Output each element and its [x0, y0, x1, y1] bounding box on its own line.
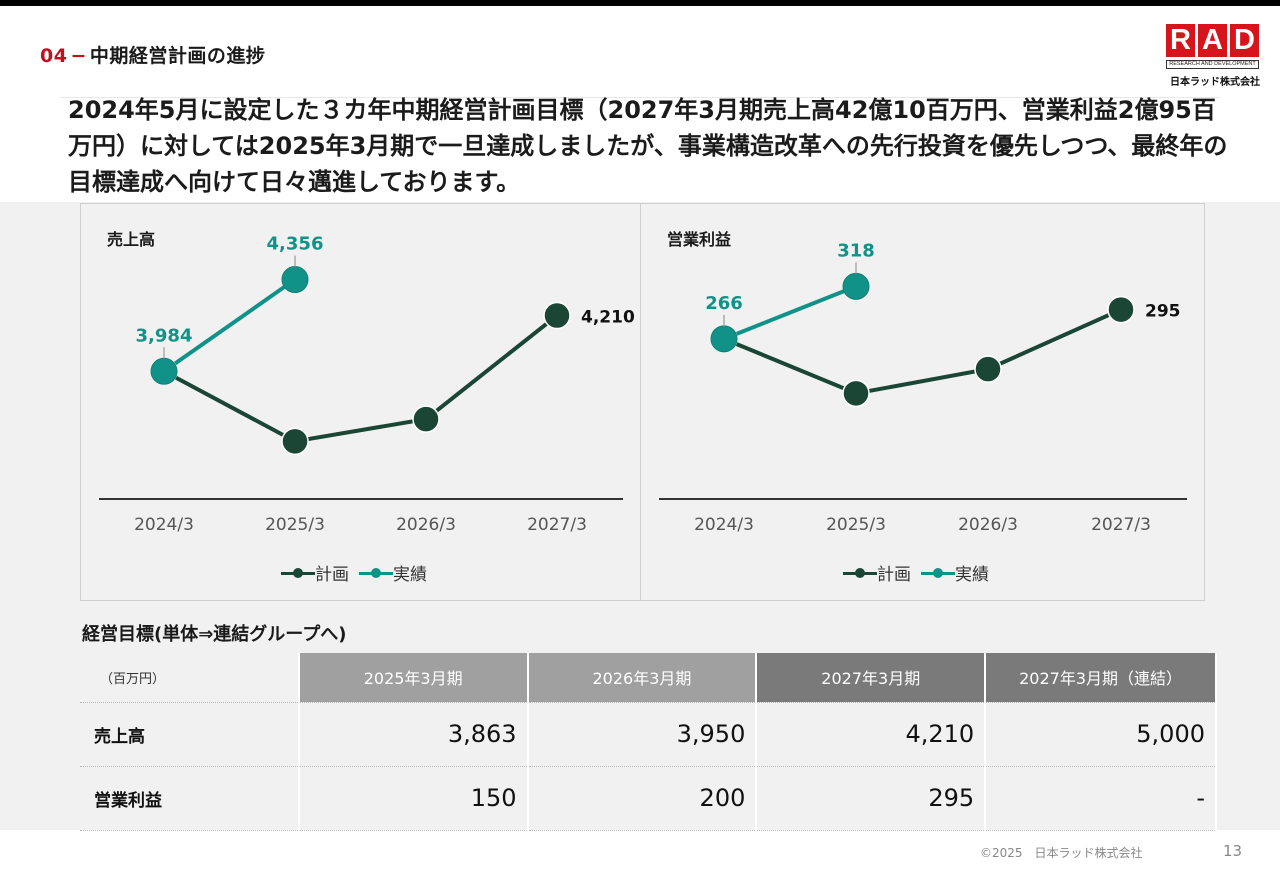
row-label: 売上高: [80, 701, 300, 766]
section-dash: −: [70, 45, 87, 67]
data-label: 318: [837, 240, 875, 261]
table-row: 営業利益 150 200 295 -: [80, 765, 1217, 831]
logo-subtitle: RESEARCH AND DEVELOPMENT: [1166, 60, 1259, 69]
logo-letter-a: A: [1198, 24, 1227, 57]
sales-chart-legend: 計画 実績: [281, 560, 437, 585]
series-line-plan: [163, 313, 559, 444]
table-cell: 3,950: [527, 701, 758, 766]
table-unit: （百万円）: [80, 653, 300, 702]
table-cell: 295: [756, 765, 987, 831]
series-line-actual: [162, 277, 297, 373]
x-tick-label: 2027/3: [527, 515, 587, 535]
table-cell: 3,863: [298, 701, 529, 766]
legend-actual-swatch: [359, 566, 393, 580]
sales-chart-panel: 2024/3 2025/3 2026/3 2027/3 4,210 3,984 4,356 …: [80, 203, 641, 601]
row-label: 営業利益: [80, 765, 300, 831]
logo-company-name: 日本ラッド株式会社: [1170, 77, 1260, 88]
headline-text: 2024年5月に設定した３カ年中期経営計画目標（2027年3月期売上高42億10…: [68, 96, 1228, 196]
legend-plan-swatch: [281, 566, 315, 580]
series-line-plan: [723, 307, 1122, 396]
table-header-row: （百万円） 2025年3月期 2026年3月期 2027年3月期 2027年3月…: [80, 653, 1217, 702]
section-title-text: 中期経営計画の進捗: [89, 45, 266, 67]
profit-chart-title: 営業利益: [667, 230, 732, 249]
section-title: 04− 中期経営計画の進捗: [40, 41, 265, 68]
profit-chart: 2024/3 2025/3 2026/3 2027/3 295 266 318: [659, 240, 1187, 535]
legend-item-actual: 実績: [921, 560, 989, 585]
top-bar: [0, 0, 1280, 6]
x-tick-label: 2024/3: [694, 515, 754, 535]
data-point-plan: [842, 379, 870, 408]
data-label: 295: [1145, 302, 1181, 322]
table-cell: 150: [298, 765, 529, 831]
data-point-plan: [974, 355, 1002, 383]
legend-plan-label: 計画: [877, 565, 911, 585]
x-tick-label: 2025/3: [826, 515, 886, 535]
x-tick-label: 2026/3: [396, 515, 456, 535]
logo-letter-r: R: [1166, 24, 1195, 57]
legend-item-actual: 実績: [359, 560, 427, 585]
legend-actual-swatch: [921, 566, 955, 580]
table-row: 売上高 3,863 3,950 4,210 5,000: [80, 701, 1217, 766]
column-header: 2026年3月期: [527, 653, 758, 702]
title-divider: [60, 97, 1220, 98]
data-point-plan: [1107, 295, 1135, 324]
data-label: 266: [705, 293, 743, 314]
data-point-actual: [710, 325, 738, 353]
rad-logo: R A D RESEARCH AND DEVELOPMENT 日本ラッド株式会社: [1166, 24, 1260, 92]
data-point-plan: [412, 405, 440, 433]
column-header: 2027年3月期: [756, 653, 987, 702]
data-label: 3,984: [136, 325, 193, 346]
legend-item-plan: 計画: [281, 560, 349, 585]
data-label: 4,210: [581, 308, 635, 328]
table-title: 経営目標(単体⇒連結グループへ): [82, 624, 347, 645]
table-cell: 200: [527, 765, 758, 831]
table-cell: 4,210: [756, 701, 987, 766]
column-header: 2025年3月期: [298, 653, 529, 702]
column-header: 2027年3月期（連結）: [985, 653, 1217, 702]
data-point-plan: [543, 301, 571, 330]
data-label: 4,356: [267, 234, 324, 255]
profit-chart-panel: 2024/3 2025/3 2026/3 2027/3 295 266 318 営業利益 計…: [640, 203, 1205, 601]
legend-actual-label: 実績: [955, 565, 989, 585]
data-point-actual: [842, 272, 870, 300]
legend-actual-label: 実績: [393, 565, 427, 585]
legend-plan-label: 計画: [315, 565, 349, 585]
sales-chart-title: 売上高: [107, 230, 156, 249]
table-cell: 5,000: [985, 701, 1217, 766]
footer-copyright: ©2025 日本ラッド株式会社: [980, 846, 1143, 860]
x-tick-label: 2027/3: [1091, 515, 1151, 535]
legend-item-plan: 計画: [843, 560, 911, 585]
page-number: 13: [1223, 842, 1243, 860]
x-tick-label: 2024/3: [134, 515, 194, 535]
legend-plan-swatch: [843, 566, 877, 580]
management-goals-table: （百万円） 2025年3月期 2026年3月期 2027年3月期 2027年3月…: [80, 653, 1217, 831]
data-point-actual: [281, 266, 309, 294]
x-tick-label: 2025/3: [265, 515, 325, 535]
profit-chart-legend: 計画 実績: [843, 560, 999, 585]
data-point-actual: [150, 357, 178, 385]
table-cell: -: [985, 765, 1217, 831]
x-tick-label: 2026/3: [958, 515, 1018, 535]
sales-chart: 2024/3 2025/3 2026/3 2027/3 4,210 3,984 4,356: [99, 234, 635, 535]
logo-letter-d: D: [1230, 24, 1259, 57]
section-number: 04: [40, 45, 68, 67]
data-point-plan: [281, 427, 309, 456]
series-line-actual: [723, 284, 857, 341]
